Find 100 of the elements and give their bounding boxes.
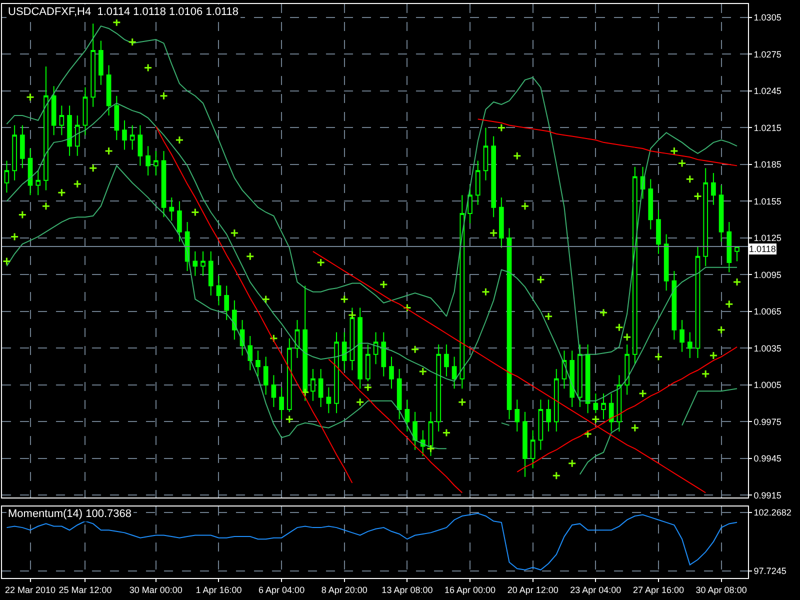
candlestick: [232, 300, 237, 340]
candlestick: [216, 275, 222, 306]
point: [73, 180, 82, 188]
point: [26, 92, 35, 102]
candlestick: [499, 197, 504, 248]
candlestick: [428, 411, 434, 456]
candlestick: [286, 338, 292, 412]
point: [340, 294, 349, 304]
candlestick: [122, 120, 127, 150]
x-tick-label: 23 Apr 04:00: [570, 584, 622, 595]
candlestick: [695, 246, 700, 358]
point: [104, 146, 114, 156]
point: [544, 312, 553, 321]
candlestick: [44, 66, 48, 191]
candlestick: [514, 399, 520, 432]
point: [316, 258, 326, 267]
candlestick: [570, 350, 575, 408]
y-tick-label: 1.0155: [754, 196, 782, 206]
candlestick: [51, 86, 56, 136]
point: [418, 367, 428, 376]
point: [520, 202, 530, 210]
y-tick-label: 102.2682: [754, 508, 792, 518]
point: [88, 164, 98, 172]
candlestick: [248, 335, 253, 371]
candlestick: [420, 430, 426, 456]
point: [426, 444, 435, 453]
candlestick: [412, 411, 418, 450]
candlestick: [263, 356, 268, 396]
x-tick-label: 20 Apr 12:00: [507, 584, 558, 595]
point: [717, 326, 726, 334]
candlestick: [468, 184, 472, 224]
candlestick: [279, 386, 284, 420]
candlestick: [130, 124, 135, 150]
candlestick: [138, 124, 143, 166]
point: [300, 388, 310, 397]
point: [732, 278, 742, 286]
candlestick: [36, 170, 41, 196]
candlestick: [271, 374, 276, 408]
point: [458, 398, 466, 406]
candlestick: [224, 285, 230, 321]
point: [584, 430, 592, 438]
chart-title: Momentum(14) 100.7368: [8, 508, 132, 520]
candlestick: [161, 150, 166, 218]
line-series: [328, 358, 463, 494]
candlestick: [578, 344, 582, 408]
point: [552, 471, 561, 480]
candlestick: [310, 368, 316, 402]
candlestick: [146, 146, 150, 176]
point: [364, 383, 372, 392]
point: [622, 332, 632, 342]
candlestick: [208, 250, 214, 296]
y-tick-label: 0.9915: [754, 490, 782, 500]
y-tick-label: 1.0215: [754, 122, 782, 133]
y-tick-label: 0.9945: [754, 454, 782, 464]
point: [512, 152, 522, 160]
candlestick: [20, 124, 25, 169]
point: [42, 202, 50, 210]
candlestick: [404, 399, 410, 432]
point: [269, 334, 278, 343]
line-series: [6, 102, 738, 402]
point: [128, 38, 137, 46]
point: [2, 256, 11, 266]
candlestick: [366, 344, 370, 382]
candlestick: [114, 95, 120, 140]
y-tick-label: 1.0185: [754, 160, 782, 170]
point: [591, 415, 600, 424]
candlestick: [608, 393, 614, 432]
point: [160, 92, 168, 100]
candlestick: [67, 105, 72, 156]
candlestick: [381, 332, 386, 377]
candlestick: [294, 320, 300, 358]
candlestick: [718, 184, 724, 242]
candlestick: [436, 344, 442, 432]
point: [489, 228, 498, 238]
candlestick: [326, 386, 332, 414]
point: [144, 63, 152, 72]
line-series: [477, 118, 738, 166]
candlestick: [554, 368, 559, 432]
candlestick: [452, 356, 457, 390]
x-tick-label: 1 Apr 16:00: [196, 584, 242, 595]
candlestick: [624, 344, 630, 396]
candlestick: [4, 160, 10, 194]
point: [379, 280, 388, 289]
point: [246, 252, 254, 261]
line-series: [6, 26, 738, 356]
point: [678, 158, 686, 168]
point: [536, 275, 545, 284]
y-tick-label: 1.0005: [754, 380, 782, 390]
candlestick: [28, 148, 33, 196]
x-tick-label: 22 Mar 2010: [4, 584, 56, 595]
candlestick: [546, 399, 551, 432]
point: [481, 288, 490, 296]
x-tick-label: 13 Apr 08:00: [382, 584, 433, 595]
y-tick-label: 0.9975: [754, 416, 782, 427]
y-tick-label: 1.0275: [754, 49, 782, 60]
candlestick: [59, 105, 64, 136]
candlestick: [256, 350, 260, 377]
candlestick: [82, 86, 88, 136]
candlestick: [632, 166, 638, 365]
point: [709, 351, 718, 360]
